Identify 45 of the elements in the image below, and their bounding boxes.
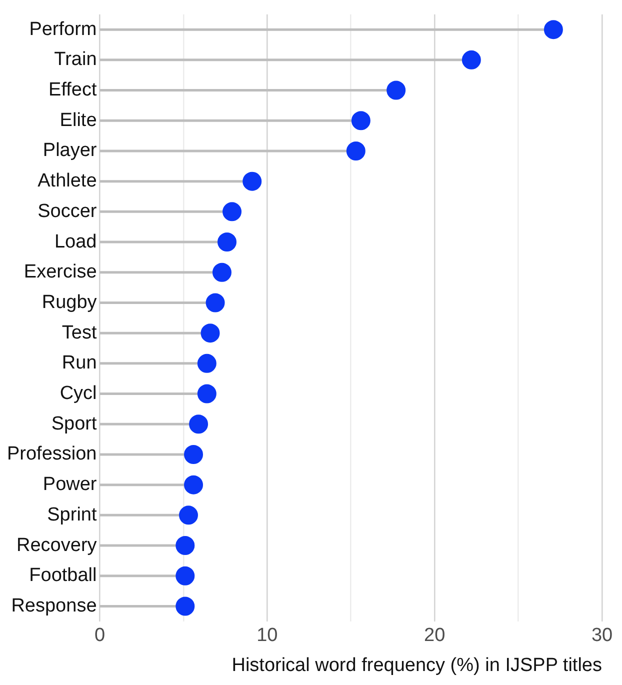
y-tick-label: Run xyxy=(62,352,97,374)
y-tick-label: Perform xyxy=(29,18,97,40)
y-tick-label: Sprint xyxy=(47,504,98,526)
y-tick-label: Load xyxy=(54,231,97,252)
point xyxy=(346,141,366,160)
point xyxy=(176,536,195,556)
x-tick-label: 10 xyxy=(256,625,278,646)
y-tick-label: Sport xyxy=(51,413,98,434)
point xyxy=(206,293,225,312)
point xyxy=(462,50,481,70)
point xyxy=(184,444,204,464)
point xyxy=(189,414,208,434)
x-tick-label: 30 xyxy=(591,625,613,646)
y-tick-label: Train xyxy=(54,49,97,70)
point xyxy=(176,566,195,586)
point xyxy=(200,324,220,343)
point xyxy=(218,232,236,252)
y-tick-label: Recovery xyxy=(16,534,98,556)
point xyxy=(242,172,262,191)
y-tick-label: Test xyxy=(62,322,98,344)
point xyxy=(212,262,232,282)
point xyxy=(178,506,198,525)
y-tick-label: Response xyxy=(11,595,97,616)
y-tick-label: Soccer xyxy=(38,200,98,222)
point xyxy=(197,354,216,373)
y-tick-label: Player xyxy=(42,140,98,162)
x-tick-label: 0 xyxy=(94,625,106,646)
x-tick-label: 20 xyxy=(424,625,446,646)
point xyxy=(184,475,204,494)
y-tick-label: Elite xyxy=(60,110,97,131)
point xyxy=(222,202,242,222)
y-tick-label: Exercise xyxy=(24,262,97,283)
y-tick-label: Athlete xyxy=(38,170,97,192)
point xyxy=(386,80,406,100)
y-tick-label: Football xyxy=(29,565,97,586)
y-tick-label: Power xyxy=(42,474,98,496)
point xyxy=(197,384,216,404)
y-tick-label: Profession xyxy=(6,444,97,465)
point xyxy=(351,111,370,130)
point xyxy=(544,20,563,40)
y-tick-label: Rugby xyxy=(42,292,98,313)
y-tick-label: Effect xyxy=(48,80,98,101)
y-tick-label: Cycl xyxy=(60,383,97,404)
point xyxy=(176,596,195,616)
x-axis-title: Historical word frequency (%) in IJSPP titles xyxy=(232,654,602,676)
